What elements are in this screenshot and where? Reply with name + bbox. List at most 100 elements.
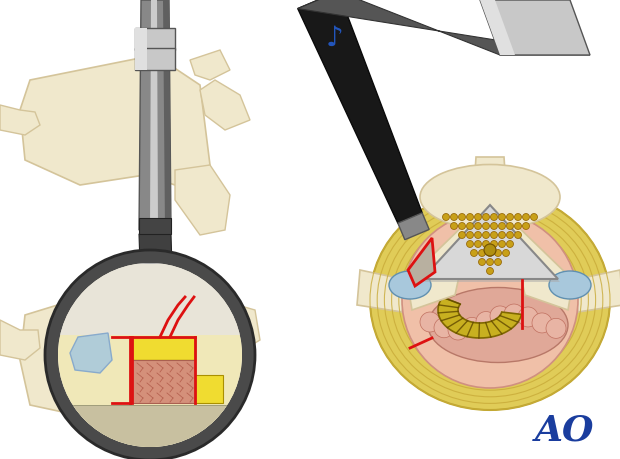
Circle shape [482,213,490,220]
Polygon shape [58,263,242,335]
Ellipse shape [428,287,568,363]
Circle shape [502,250,510,257]
Polygon shape [195,375,223,403]
Polygon shape [200,80,250,130]
Polygon shape [0,320,40,360]
Polygon shape [422,205,558,279]
Circle shape [487,268,494,274]
Polygon shape [407,217,472,310]
Circle shape [451,213,458,220]
Polygon shape [20,295,210,420]
Circle shape [474,213,482,220]
Circle shape [402,212,578,388]
Circle shape [498,223,505,230]
Circle shape [484,244,496,256]
Circle shape [490,213,497,220]
Circle shape [515,231,521,239]
Circle shape [487,258,494,265]
Circle shape [459,223,466,230]
Polygon shape [298,0,590,55]
Circle shape [482,223,490,230]
Circle shape [474,241,482,247]
Circle shape [504,304,524,324]
Polygon shape [508,217,573,310]
Circle shape [546,319,566,338]
Ellipse shape [420,164,560,230]
Circle shape [518,307,538,327]
Text: ♪: ♪ [326,24,344,52]
Polygon shape [190,50,230,80]
Circle shape [490,231,497,239]
Polygon shape [58,405,242,447]
Polygon shape [70,285,205,315]
Circle shape [490,306,510,326]
Circle shape [474,223,482,230]
Circle shape [523,223,529,230]
Circle shape [523,213,529,220]
Circle shape [448,320,468,340]
Polygon shape [163,0,171,230]
Polygon shape [135,28,175,50]
Circle shape [531,213,538,220]
Polygon shape [58,335,242,447]
Polygon shape [132,337,195,360]
Circle shape [507,241,513,247]
Circle shape [466,231,474,239]
Circle shape [459,213,466,220]
Circle shape [495,250,502,257]
Circle shape [443,213,450,220]
Circle shape [462,318,482,337]
Polygon shape [298,0,422,223]
Polygon shape [175,165,230,235]
Circle shape [479,258,485,265]
Polygon shape [20,55,210,185]
Polygon shape [200,300,260,355]
Circle shape [471,250,477,257]
Polygon shape [357,270,407,312]
Ellipse shape [370,190,610,410]
Polygon shape [135,48,147,70]
Circle shape [498,213,505,220]
Circle shape [498,231,505,239]
Polygon shape [408,238,435,286]
Circle shape [474,231,482,239]
Ellipse shape [549,271,591,299]
Circle shape [420,312,440,332]
Circle shape [507,231,513,239]
Circle shape [487,250,494,257]
Polygon shape [139,218,171,234]
Circle shape [45,250,255,459]
Circle shape [495,258,502,265]
Circle shape [476,312,496,331]
Polygon shape [70,333,112,373]
Circle shape [466,223,474,230]
Circle shape [490,241,497,247]
Circle shape [434,318,454,338]
Circle shape [482,231,490,239]
Circle shape [466,213,474,220]
Circle shape [532,313,552,333]
Polygon shape [132,360,195,403]
Polygon shape [135,48,175,70]
Polygon shape [139,0,171,230]
Polygon shape [573,270,620,312]
Polygon shape [480,0,515,55]
Polygon shape [424,208,560,282]
Polygon shape [139,234,172,267]
Circle shape [507,213,513,220]
Circle shape [479,250,485,257]
Circle shape [459,231,466,239]
Circle shape [482,241,490,247]
Circle shape [515,223,521,230]
Ellipse shape [389,271,431,299]
Polygon shape [480,0,590,55]
Polygon shape [398,213,429,240]
Polygon shape [150,0,158,230]
Circle shape [507,223,513,230]
Polygon shape [0,105,40,135]
Circle shape [451,223,458,230]
Circle shape [466,241,474,247]
Polygon shape [438,297,521,338]
Circle shape [515,213,521,220]
Polygon shape [472,157,508,217]
